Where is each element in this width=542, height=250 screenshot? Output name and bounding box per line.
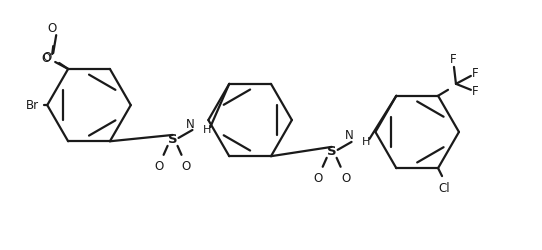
Text: N: N [186, 118, 195, 130]
Text: F: F [472, 85, 479, 98]
Text: S: S [167, 134, 177, 146]
Text: H: H [362, 137, 370, 147]
Text: F: F [472, 68, 479, 80]
Text: O: O [182, 160, 191, 173]
Text: O: O [154, 160, 163, 173]
Text: H: H [202, 125, 211, 135]
Text: O: O [47, 22, 56, 35]
Text: O: O [41, 52, 50, 66]
Text: O: O [341, 172, 350, 185]
Text: Br: Br [26, 98, 39, 112]
Text: O: O [313, 172, 322, 185]
Text: S: S [327, 145, 337, 158]
Text: Cl: Cl [438, 182, 450, 195]
Text: F: F [450, 53, 456, 66]
Text: N: N [345, 130, 353, 142]
Text: O: O [42, 50, 51, 64]
